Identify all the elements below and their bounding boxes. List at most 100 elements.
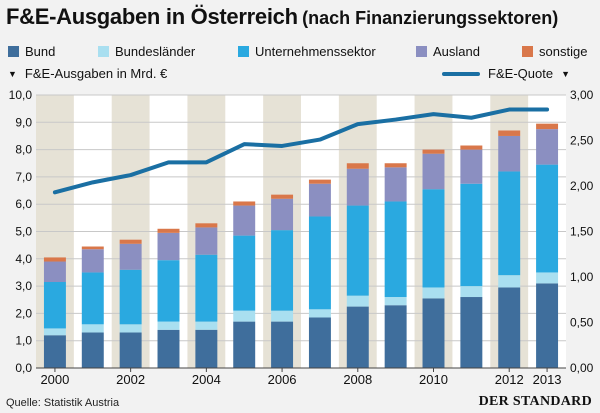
- bar-segment-sonstige: [346, 163, 369, 169]
- bar-segment-ausland: [346, 168, 369, 206]
- bar-segment-sonstige: [536, 123, 559, 130]
- bar-segment-bundesländer: [233, 310, 256, 322]
- bar-segment-bund: [536, 283, 559, 368]
- x-tick-label: 2013: [533, 372, 562, 387]
- bar-segment-ausland: [536, 129, 559, 165]
- legend-label: Unternehmenssektor: [255, 44, 376, 59]
- legend-swatch: [98, 46, 109, 57]
- fe-quote-point: [91, 180, 95, 184]
- bar-segment-ausland: [233, 205, 256, 236]
- bar-segment-ausland: [43, 261, 66, 283]
- y-tick-label-left: 1,0: [15, 334, 32, 348]
- bar-segment-ausland: [384, 167, 407, 202]
- chart-subtitle: (nach Finanzierungssektoren): [302, 8, 559, 28]
- y-tick-label-left: 6,0: [15, 197, 32, 211]
- fe-quote-point: [318, 138, 322, 142]
- fe-quote-point: [545, 108, 549, 112]
- fe-quote-point: [394, 118, 398, 122]
- bar-segment-unternehmenssektor: [346, 205, 369, 296]
- chart-title-main: F&E-Ausgaben in Österreich: [6, 4, 298, 29]
- bar-segment-bund: [498, 287, 521, 368]
- bar-segment-unternehmenssektor: [498, 171, 521, 276]
- bar-segment-bundesländer: [119, 324, 142, 333]
- bar-segment-unternehmenssektor: [384, 201, 407, 298]
- y-tick-label-left: 5,0: [15, 225, 32, 239]
- bar-segment-bundesländer: [195, 321, 218, 330]
- bar-segment-ausland: [308, 183, 331, 217]
- bar-segment-bund: [422, 298, 445, 368]
- y-axis-label-right-text: F&E-Quote: [488, 66, 554, 81]
- bar-segment-bundesländer: [81, 324, 104, 333]
- legend-swatch: [238, 46, 249, 57]
- bar-segment-bundesländer: [43, 328, 66, 336]
- fe-quote-point: [280, 144, 284, 148]
- bar-segment-bundesländer: [346, 295, 369, 307]
- bar-segment-unternehmenssektor: [271, 230, 294, 311]
- bar-segment-bund: [195, 329, 218, 368]
- legend-swatch: [416, 46, 427, 57]
- fe-quote-point: [242, 142, 246, 146]
- bar-segment-sonstige: [498, 130, 521, 136]
- bar-segment-bund: [384, 305, 407, 368]
- fe-quote-point: [507, 108, 511, 112]
- triangle-down-icon: ▼: [8, 68, 17, 79]
- bar-segment-ausland: [422, 153, 445, 190]
- bar-segment-sonstige: [308, 179, 331, 184]
- publisher-logo: DER STANDARD: [478, 394, 592, 409]
- bar-segment-bundesländer: [271, 310, 294, 322]
- legend-swatch: [522, 46, 533, 57]
- fe-quote-point: [204, 160, 208, 164]
- legend-item-bundeslaender: Bundesländer: [98, 44, 195, 59]
- y-tick-label-left: 8,0: [15, 143, 32, 157]
- bar-segment-bundesländer: [422, 287, 445, 299]
- bar-segment-unternehmenssektor: [81, 272, 104, 325]
- bar-segment-ausland: [460, 149, 483, 184]
- y-tick-label-left: 0,0: [15, 361, 32, 375]
- bar-segment-sonstige: [195, 223, 218, 228]
- bar-segment-sonstige: [422, 149, 445, 154]
- fe-quote-point: [469, 116, 473, 120]
- bar-segment-bund: [119, 332, 142, 368]
- bar-segment-unternehmenssektor: [157, 260, 180, 322]
- legend-label: sonstige: [539, 44, 588, 59]
- y-tick-label-right: 3,00: [570, 88, 594, 102]
- axis-header: ▼ F&E-Ausgaben in Mrd. € F&E-Quote ▼: [0, 66, 600, 86]
- bar-segment-bund: [308, 317, 331, 368]
- bar-segment-sonstige: [81, 246, 104, 250]
- bar-segment-bund: [460, 297, 483, 368]
- bar-segment-bund: [233, 321, 256, 368]
- bar-segment-bund: [81, 332, 104, 368]
- y-tick-label-right: 2,50: [570, 134, 594, 148]
- bar-segment-unternehmenssektor: [422, 189, 445, 288]
- bar-segment-bund: [271, 321, 294, 368]
- y-tick-label-left: 2,0: [15, 306, 32, 320]
- y-tick-label-right: 0,00: [570, 361, 594, 375]
- x-tick-label: 2010: [419, 372, 448, 387]
- y-tick-label-left: 9,0: [15, 115, 32, 129]
- bar-segment-sonstige: [157, 228, 180, 233]
- bar-segment-bund: [157, 329, 180, 368]
- bar-segment-sonstige: [384, 163, 407, 168]
- y-tick-label-right: 1,00: [570, 270, 594, 284]
- bar-segment-sonstige: [460, 145, 483, 150]
- bar-segment-ausland: [271, 198, 294, 231]
- y-axis-label-left-text: F&E-Ausgaben in Mrd. €: [24, 66, 168, 81]
- bar-segment-bundesländer: [384, 297, 407, 306]
- legend-label: Bundesländer: [115, 44, 196, 59]
- legend-item-bund: Bund: [8, 44, 55, 59]
- fe-quote-point: [53, 190, 57, 194]
- chart-legend: Bund Bundesländer Unternehmenssektor Aus…: [0, 44, 600, 64]
- bar-segment-bundesländer: [498, 275, 521, 288]
- bar-segment-unternehmenssektor: [308, 216, 331, 310]
- bar-segment-bundesländer: [536, 272, 559, 284]
- bar-segment-unternehmenssektor: [43, 282, 66, 329]
- x-tick-label: 2008: [343, 372, 372, 387]
- x-tick-label: 2006: [268, 372, 297, 387]
- legend-label: Ausland: [433, 44, 480, 59]
- line-legend-key: [442, 71, 481, 76]
- x-tick-label: 2012: [495, 372, 524, 387]
- bar-segment-sonstige: [43, 257, 66, 262]
- bar-segment-ausland: [81, 249, 104, 273]
- bar-segment-ausland: [119, 243, 142, 270]
